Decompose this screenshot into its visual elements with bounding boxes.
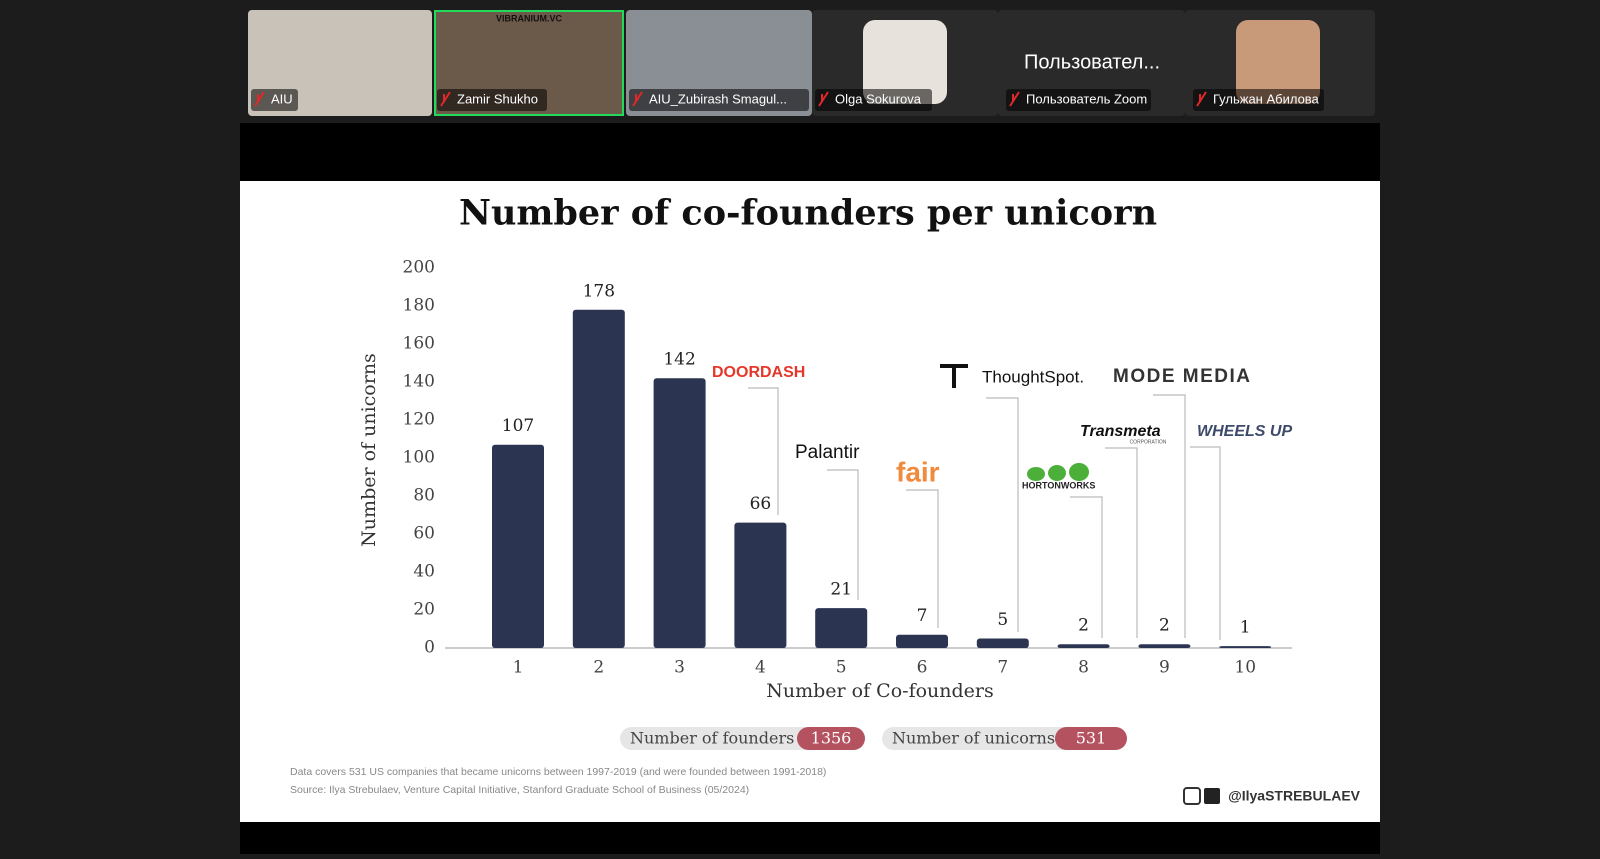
participant-name: Гульжан Абилова (1213, 91, 1320, 106)
data-label: 2 (1078, 616, 1089, 636)
data-label: 5 (997, 610, 1008, 630)
x-tick-label: 5 (836, 658, 847, 678)
icon (1183, 787, 1201, 805)
data-label: 178 (583, 281, 615, 301)
summary-value-pill (1055, 727, 1127, 750)
y-tick-label: 20 (413, 600, 435, 620)
x-tick-label: 4 (755, 658, 766, 678)
x-tick-label: 2 (593, 658, 604, 678)
y-tick-label: 0 (424, 638, 435, 658)
handle: @IlyaSTREBULAEV (1228, 788, 1361, 804)
x-tick-label: 8 (1078, 658, 1089, 678)
y-tick-label: 80 (413, 486, 435, 506)
muted-icon (632, 91, 643, 107)
bar (1138, 644, 1191, 648)
data-label: 1 (1240, 618, 1251, 638)
summary-value: 1356 (811, 729, 852, 748)
y-tick-label: 100 (403, 448, 435, 468)
logo: fair (896, 456, 940, 487)
name-label-bg (1006, 89, 1151, 111)
tile-name: Пользовател... (1024, 51, 1160, 73)
bar (815, 608, 868, 648)
y-tick-label: 40 (413, 562, 435, 582)
name-label-bg (629, 89, 809, 111)
muted-icon (440, 91, 451, 107)
share-top (240, 123, 1380, 181)
summary-label: Number of founders (630, 729, 794, 748)
bar (653, 378, 706, 648)
y-tick-label: 180 (403, 296, 435, 316)
summary-value-pill (797, 727, 865, 750)
logo: CORPORATION (1130, 439, 1167, 445)
chart-title: Number of co-founders per unicorn (459, 193, 1157, 234)
connectors (748, 387, 1221, 640)
footnote: Source: Ilya Strebulaev, Venture Capital… (290, 784, 749, 796)
logo: Transmeta (1080, 423, 1161, 440)
y-tick-label: 200 (403, 258, 435, 278)
share-bottom (240, 822, 1380, 854)
x-tick-label: 10 (1234, 658, 1256, 678)
y-tick-label: 120 (403, 410, 435, 430)
footnote: Data covers 531 US companies that became… (290, 766, 826, 778)
y-tick-label: 60 (413, 524, 435, 544)
data-label: 107 (502, 416, 534, 436)
x-tick-label: 3 (674, 658, 685, 678)
bar (734, 522, 787, 648)
muted-icon (1009, 91, 1020, 107)
data-label: 2 (1159, 616, 1170, 636)
participant-name: AIU (271, 91, 293, 106)
participant-name: AIU_Zubirash Smagul... (649, 91, 787, 106)
logo: ThoughtSpot. (982, 367, 1084, 386)
muted-icon (1196, 91, 1207, 107)
name-label-bg (1193, 89, 1324, 111)
logo: HORTONWORKS (1022, 480, 1095, 490)
x-tick-label: 1 (513, 658, 524, 678)
participant-name: Olga Sokurova (835, 91, 922, 106)
logo-icon (1027, 463, 1089, 481)
data-label: 21 (830, 580, 852, 600)
icon (1204, 788, 1220, 804)
active-speaker-border (434, 10, 624, 116)
video-overlay-text: VIBRANIUM.VC (496, 13, 563, 23)
muted-icon (254, 91, 265, 107)
logo: MODE MEDIA (1113, 366, 1252, 387)
participant-name: Zamir Shukho (457, 91, 538, 106)
logo: DOORDASH (712, 364, 805, 381)
bar (1219, 646, 1272, 648)
bar (492, 444, 544, 648)
summary-value: 531 (1076, 729, 1107, 748)
x-axis-label: Number of Co-founders (766, 680, 994, 702)
avatar (863, 20, 947, 104)
avatar (1236, 20, 1320, 104)
y-tick-label: 160 (403, 334, 435, 354)
participant-name: Пользователь Zoom (1026, 91, 1147, 106)
y-axis-label: Number of unicorns (358, 353, 380, 547)
slide (240, 181, 1380, 822)
x-tick-label: 7 (997, 658, 1008, 678)
data-label: 7 (917, 606, 928, 626)
bar (976, 638, 1029, 648)
x-tick-label: 6 (917, 658, 928, 678)
data-label: 142 (663, 350, 695, 370)
name-label-bg (437, 89, 547, 111)
name-label-bg (815, 89, 932, 111)
bar (896, 634, 948, 648)
bar (1057, 644, 1110, 648)
y-tick-label: 140 (403, 372, 435, 392)
logo-icon (952, 364, 956, 388)
logo: Palantir (795, 442, 860, 463)
data-label: 66 (750, 494, 772, 514)
bar (572, 309, 625, 648)
muted-icon (818, 91, 829, 107)
summary-label: Number of unicorns (892, 729, 1055, 748)
x-tick-label: 9 (1159, 658, 1170, 678)
logo: WHEELS UP (1197, 423, 1292, 440)
